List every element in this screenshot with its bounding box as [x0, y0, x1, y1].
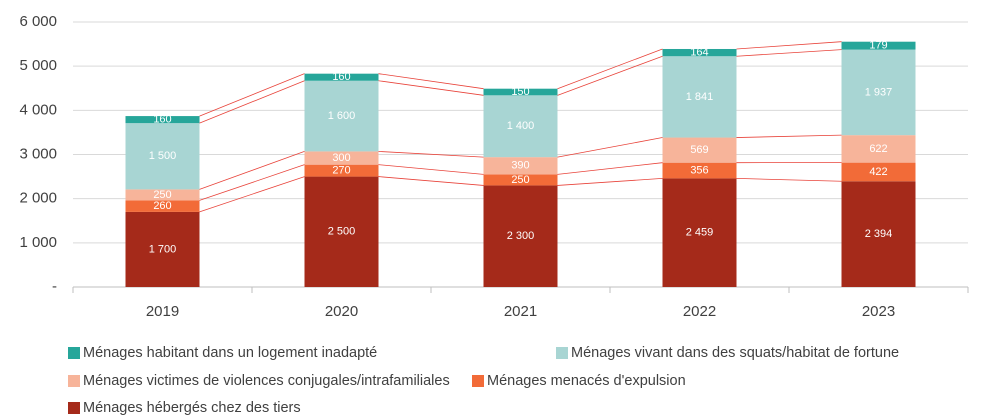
bar-segment [125, 200, 200, 212]
bar-segment [304, 151, 379, 165]
bar-segment [841, 181, 916, 287]
y-tick-label: 3 000 [19, 145, 57, 162]
connector [199, 73, 305, 117]
legend-swatch [556, 347, 568, 359]
legend-label: Ménages habitant dans un logement inadap… [83, 345, 377, 361]
connector [199, 80, 305, 124]
bar-segment [662, 162, 737, 179]
legend-swatch [472, 375, 484, 387]
bar-segment [483, 88, 558, 96]
value-label: 160 [153, 114, 171, 126]
value-label: 260 [153, 200, 171, 212]
bar-segment [841, 135, 916, 163]
bar-segment [662, 56, 737, 138]
y-tick-label: 1 000 [19, 234, 57, 251]
value-label: 356 [690, 164, 708, 176]
value-label: 300 [332, 152, 350, 164]
value-label: 250 [153, 189, 171, 201]
connector [736, 134, 842, 138]
bar-segment [304, 176, 379, 287]
x-tick-label: 2019 [146, 303, 179, 320]
connector [378, 176, 484, 186]
value-label: 164 [690, 47, 708, 59]
value-label: 250 [511, 174, 529, 186]
x-tick-label: 2020 [325, 303, 358, 320]
legend-swatch [68, 402, 80, 414]
value-label: 2 300 [507, 230, 535, 242]
legend-label: Ménages vivant dans des squats/habitat d… [571, 345, 899, 361]
legend-label: Ménages victimes de violences conjugales… [83, 373, 450, 389]
y-tick-label: 6 000 [19, 13, 57, 30]
connector [736, 49, 842, 57]
connector [557, 55, 663, 96]
value-label: 150 [511, 86, 529, 98]
bar-segment [841, 162, 916, 182]
bar-segment [841, 41, 916, 50]
value-label: 1 500 [149, 150, 177, 162]
value-label: 1 841 [686, 91, 714, 103]
y-tick-label: 2 000 [19, 190, 57, 207]
value-label: 270 [332, 165, 350, 177]
y-tick-label: 4 000 [19, 101, 57, 118]
connector [378, 164, 484, 175]
bar-segment [304, 80, 379, 152]
bar-segment [483, 174, 558, 186]
value-label: 422 [869, 166, 887, 178]
value-label: 179 [869, 40, 887, 52]
y-tick-label: - [52, 278, 57, 295]
connector [557, 177, 663, 186]
connector [557, 162, 663, 175]
value-label: 2 394 [865, 228, 893, 240]
connector [199, 176, 305, 213]
bar-segment [662, 48, 737, 57]
legend-label: Ménages hébergés chez des tiers [83, 400, 301, 416]
x-tick-label: 2021 [504, 303, 537, 320]
bar-segment [483, 157, 558, 175]
bar-segment [304, 73, 379, 81]
value-label: 1 700 [149, 243, 177, 255]
bar-segment [841, 49, 916, 136]
bar-segment [125, 123, 200, 190]
bar-segment [125, 211, 200, 287]
bar-segment [483, 95, 558, 158]
value-label: 2 500 [328, 226, 356, 238]
connector [199, 151, 305, 190]
value-label: 1 937 [865, 86, 893, 98]
connector [199, 164, 305, 201]
connector [557, 137, 663, 158]
y-tick-label: 5 000 [19, 57, 57, 74]
value-label: 390 [511, 160, 529, 172]
value-label: 160 [332, 71, 350, 83]
value-label: 2 459 [686, 227, 714, 239]
connector [736, 177, 842, 182]
value-label: 569 [690, 144, 708, 156]
bar-segment [483, 185, 558, 287]
connector [378, 73, 484, 90]
legend-swatch [68, 375, 80, 387]
x-tick-label: 2022 [683, 303, 716, 320]
value-label: 622 [869, 143, 887, 155]
legend-swatch [68, 347, 80, 359]
value-label: 1 400 [507, 120, 535, 132]
value-label: 1 600 [328, 110, 356, 122]
bar-segment [662, 178, 737, 287]
connector [736, 41, 842, 50]
bar-segment [125, 116, 200, 124]
x-tick-label: 2023 [862, 303, 895, 320]
connector [378, 80, 484, 96]
legend-label: Ménages menacés d'expulsion [487, 373, 686, 389]
bar-segment [304, 164, 379, 177]
connector [557, 48, 663, 90]
bar-segment [125, 189, 200, 201]
bar-segment [662, 137, 737, 163]
connector [378, 151, 484, 158]
